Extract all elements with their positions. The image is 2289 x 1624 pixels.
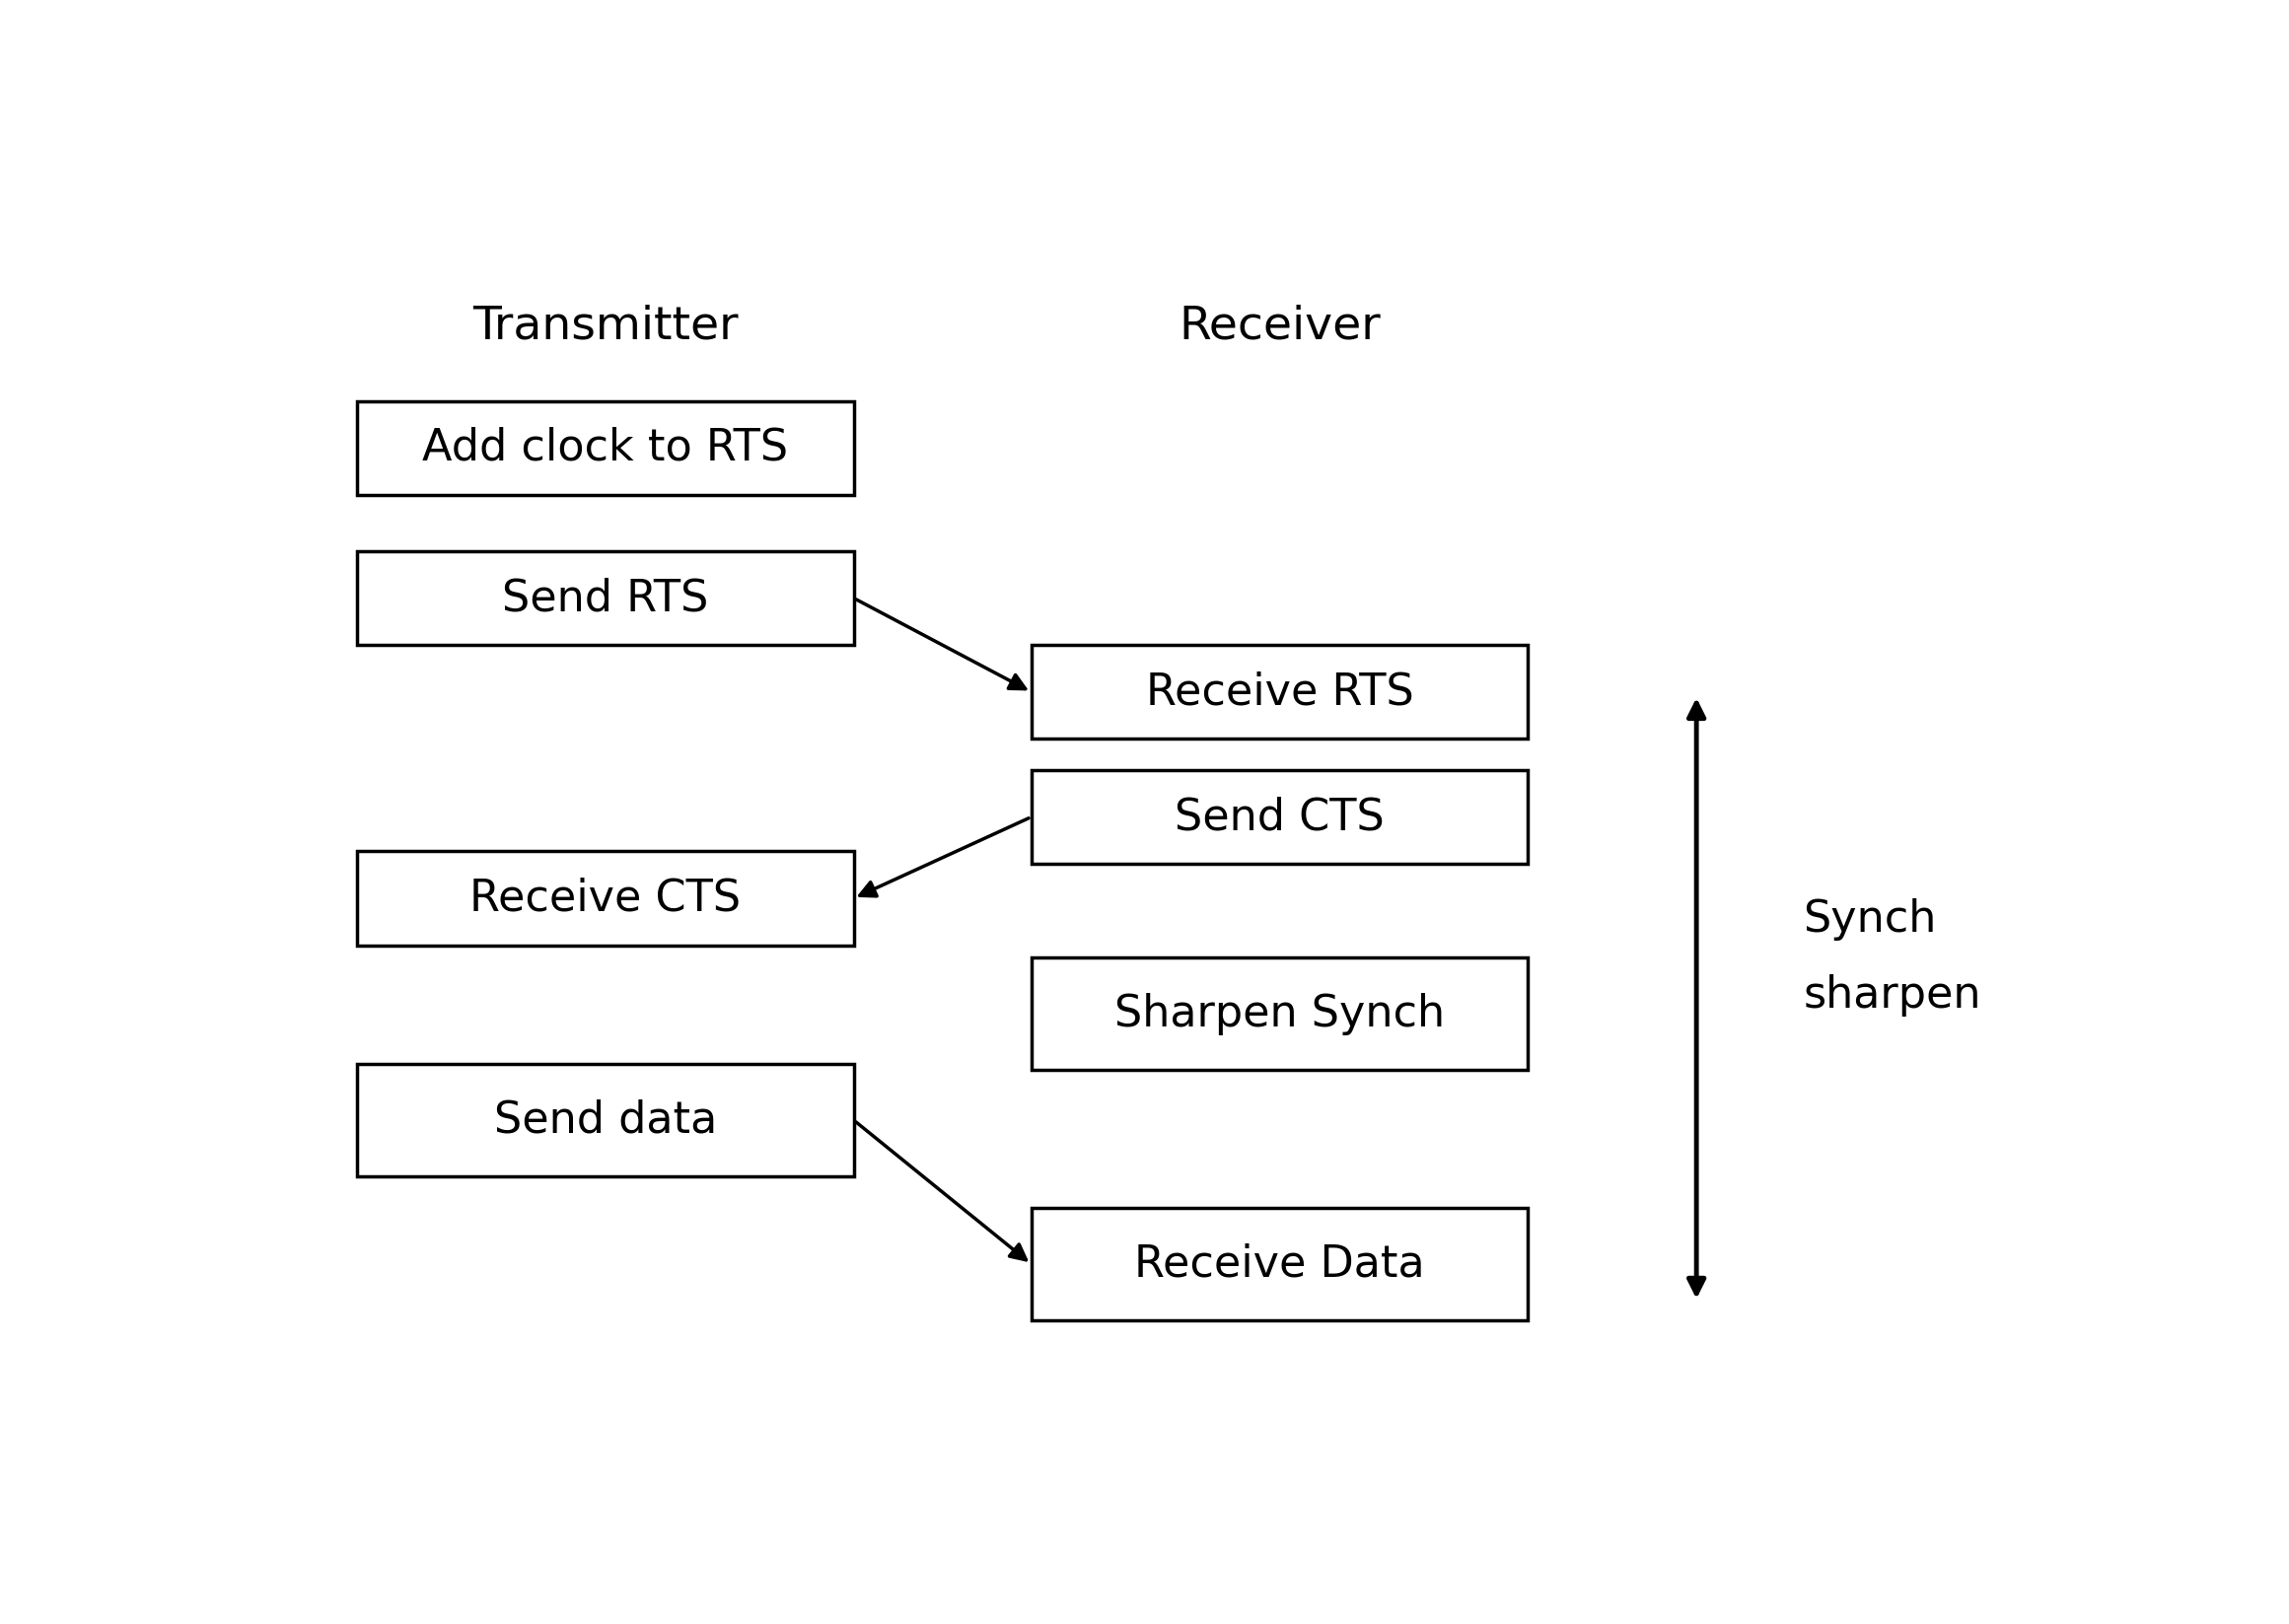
FancyBboxPatch shape <box>357 551 854 645</box>
Text: Receiver: Receiver <box>1179 304 1380 349</box>
FancyBboxPatch shape <box>1030 1208 1529 1320</box>
FancyBboxPatch shape <box>1030 770 1529 864</box>
Text: Sharpen Synch: Sharpen Synch <box>1115 992 1444 1034</box>
FancyBboxPatch shape <box>357 1064 854 1176</box>
Text: Receive RTS: Receive RTS <box>1144 671 1415 713</box>
FancyBboxPatch shape <box>357 401 854 495</box>
FancyBboxPatch shape <box>357 851 854 945</box>
FancyBboxPatch shape <box>1030 645 1529 739</box>
Text: Send CTS: Send CTS <box>1174 796 1385 838</box>
Text: Send RTS: Send RTS <box>501 577 710 619</box>
Text: Add clock to RTS: Add clock to RTS <box>423 427 787 469</box>
Text: Receive Data: Receive Data <box>1135 1242 1424 1285</box>
Text: Transmitter: Transmitter <box>472 304 739 349</box>
Text: Send data: Send data <box>494 1099 716 1142</box>
Text: Receive CTS: Receive CTS <box>469 877 742 919</box>
Text: Synch
sharpen: Synch sharpen <box>1804 898 1980 1017</box>
FancyBboxPatch shape <box>1030 958 1529 1070</box>
